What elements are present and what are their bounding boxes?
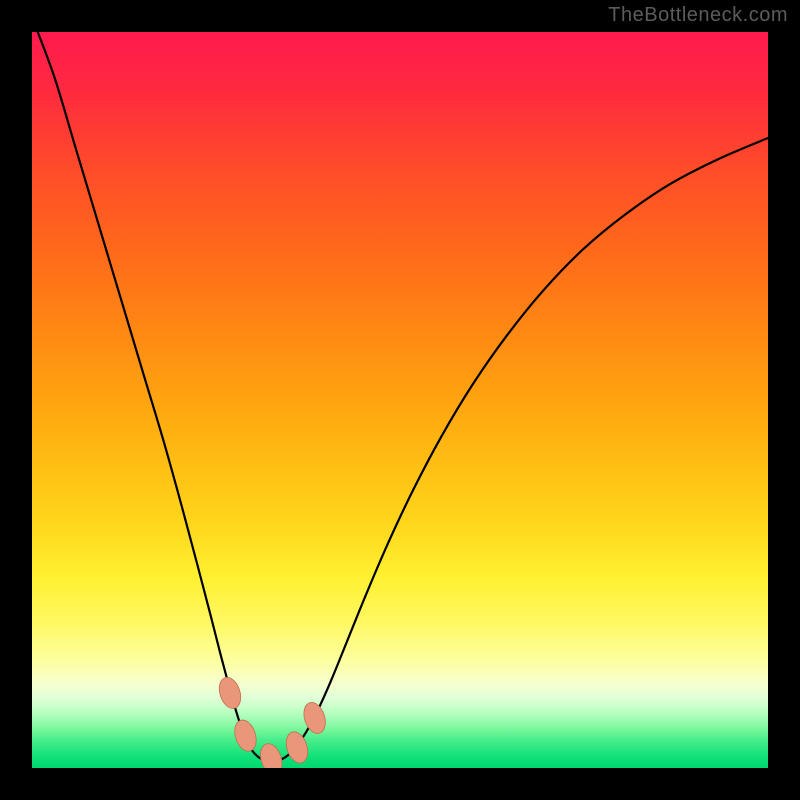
watermark-text: TheBottleneck.com [608,4,788,27]
bottleneck-curve-chart [32,32,768,768]
stage: TheBottleneck.com [0,0,800,800]
gradient-background [32,32,768,768]
